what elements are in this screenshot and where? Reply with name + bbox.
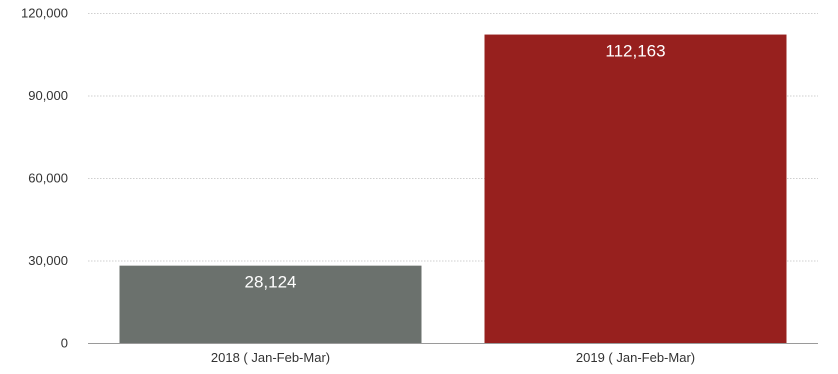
- x-axis-category-labels: 2018 ( Jan-Feb-Mar) 2019 ( Jan-Feb-Mar): [211, 350, 695, 365]
- y-tick-label: 0: [61, 336, 68, 351]
- y-tick-label: 30,000: [28, 253, 68, 268]
- bar-value-label: 112,163: [605, 42, 665, 61]
- bar: [484, 34, 787, 343]
- bars: [119, 34, 787, 343]
- y-axis-tick-labels: 0 30,000 60,000 90,000 120,000: [21, 6, 68, 351]
- x-category-label: 2019 ( Jan-Feb-Mar): [576, 350, 695, 365]
- y-tick-label: 90,000: [28, 88, 68, 103]
- x-category-label: 2018 ( Jan-Feb-Mar): [211, 350, 330, 365]
- data-labels: 28,124 112,163: [245, 42, 666, 292]
- y-tick-label: 120,000: [21, 6, 68, 21]
- bar: [119, 265, 422, 343]
- y-tick-label: 60,000: [28, 171, 68, 186]
- bar-value-label: 28,124: [245, 273, 297, 292]
